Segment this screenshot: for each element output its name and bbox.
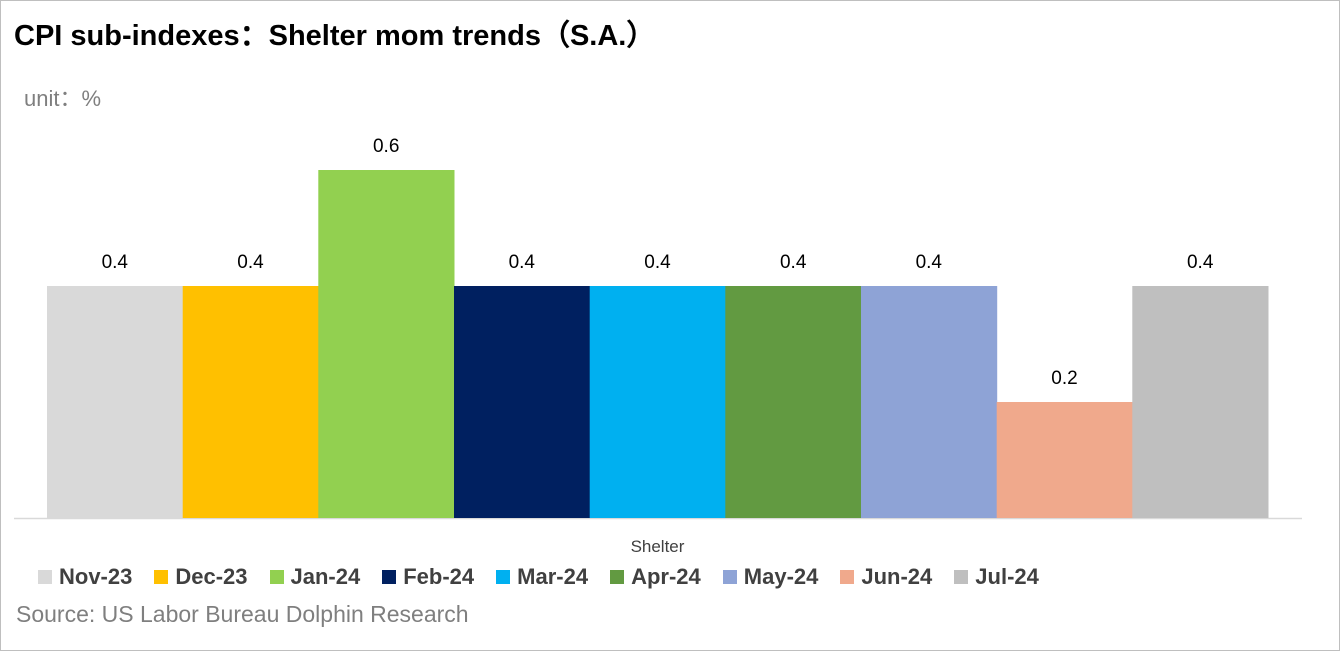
legend-swatch (954, 570, 969, 584)
legend-label: Mar-24 (517, 564, 589, 589)
legend-item: Dec-23 (154, 564, 248, 590)
legend-swatch (38, 570, 52, 584)
data-label-jan-24: 0.6 (373, 136, 399, 157)
data-label-mar-24: 0.4 (644, 252, 671, 273)
legend-swatch (496, 570, 511, 584)
legend-item: Nov-23 (38, 564, 132, 590)
bar-jan-24 (318, 170, 455, 518)
legend-label: Jan-24 (290, 564, 361, 589)
legend-item: Jan-24 (269, 564, 361, 590)
legend-label: Apr-24 (631, 564, 701, 589)
x-tick-label: Shelter (631, 537, 685, 556)
bar-jun-24 (996, 402, 1133, 518)
legend-swatch (382, 570, 397, 584)
data-label-feb-24: 0.4 (509, 252, 536, 273)
bar-mar-24 (589, 286, 726, 518)
legend-item: Jul-24 (954, 564, 1039, 590)
legend-label: Jun-24 (861, 564, 933, 589)
data-label-jun-24: 0.2 (1051, 368, 1077, 389)
data-label-dec-23: 0.4 (237, 252, 264, 273)
chart-title: CPI sub-indexes：Shelter mom trends（S.A.） (14, 20, 656, 52)
bar-feb-24 (454, 286, 591, 518)
legend-label: Dec-23 (175, 564, 248, 589)
legend-label: May-24 (743, 564, 819, 589)
legend-swatch (610, 570, 625, 584)
legend-item: May-24 (722, 564, 819, 590)
data-label-nov-23: 0.4 (102, 252, 129, 273)
legend-label: Jul-24 (975, 564, 1039, 589)
bar-may-24 (861, 286, 998, 518)
legend-swatch (269, 570, 284, 584)
bar-dec-23 (182, 286, 319, 518)
bar-jul-24 (1132, 286, 1269, 518)
bar-apr-24 (725, 286, 862, 518)
legend-label: Nov-23 (59, 564, 133, 589)
bar-nov-23 (47, 286, 184, 518)
legend-item: Jun-24 (840, 564, 932, 590)
data-label-jul-24: 0.4 (1187, 252, 1214, 273)
legend-swatch (154, 570, 169, 584)
data-label-may-24: 0.4 (916, 252, 943, 273)
legend-label: Feb-24 (403, 564, 475, 589)
legend-item: Feb-24 (382, 564, 474, 590)
legend-swatch (722, 570, 737, 584)
legend-item: Apr-24 (610, 564, 701, 590)
source-note: Source: US Labor Bureau Dolphin Research (16, 601, 469, 627)
legend-swatch (840, 570, 855, 584)
legend-item: Mar-24 (496, 564, 588, 590)
chart-legend: Nov-23 Dec-23 Jan-24 Feb-24 Mar-24 Apr-24 May-… (38, 563, 1061, 591)
unit-label: unit：% (24, 86, 102, 111)
data-label-apr-24: 0.4 (780, 252, 807, 273)
